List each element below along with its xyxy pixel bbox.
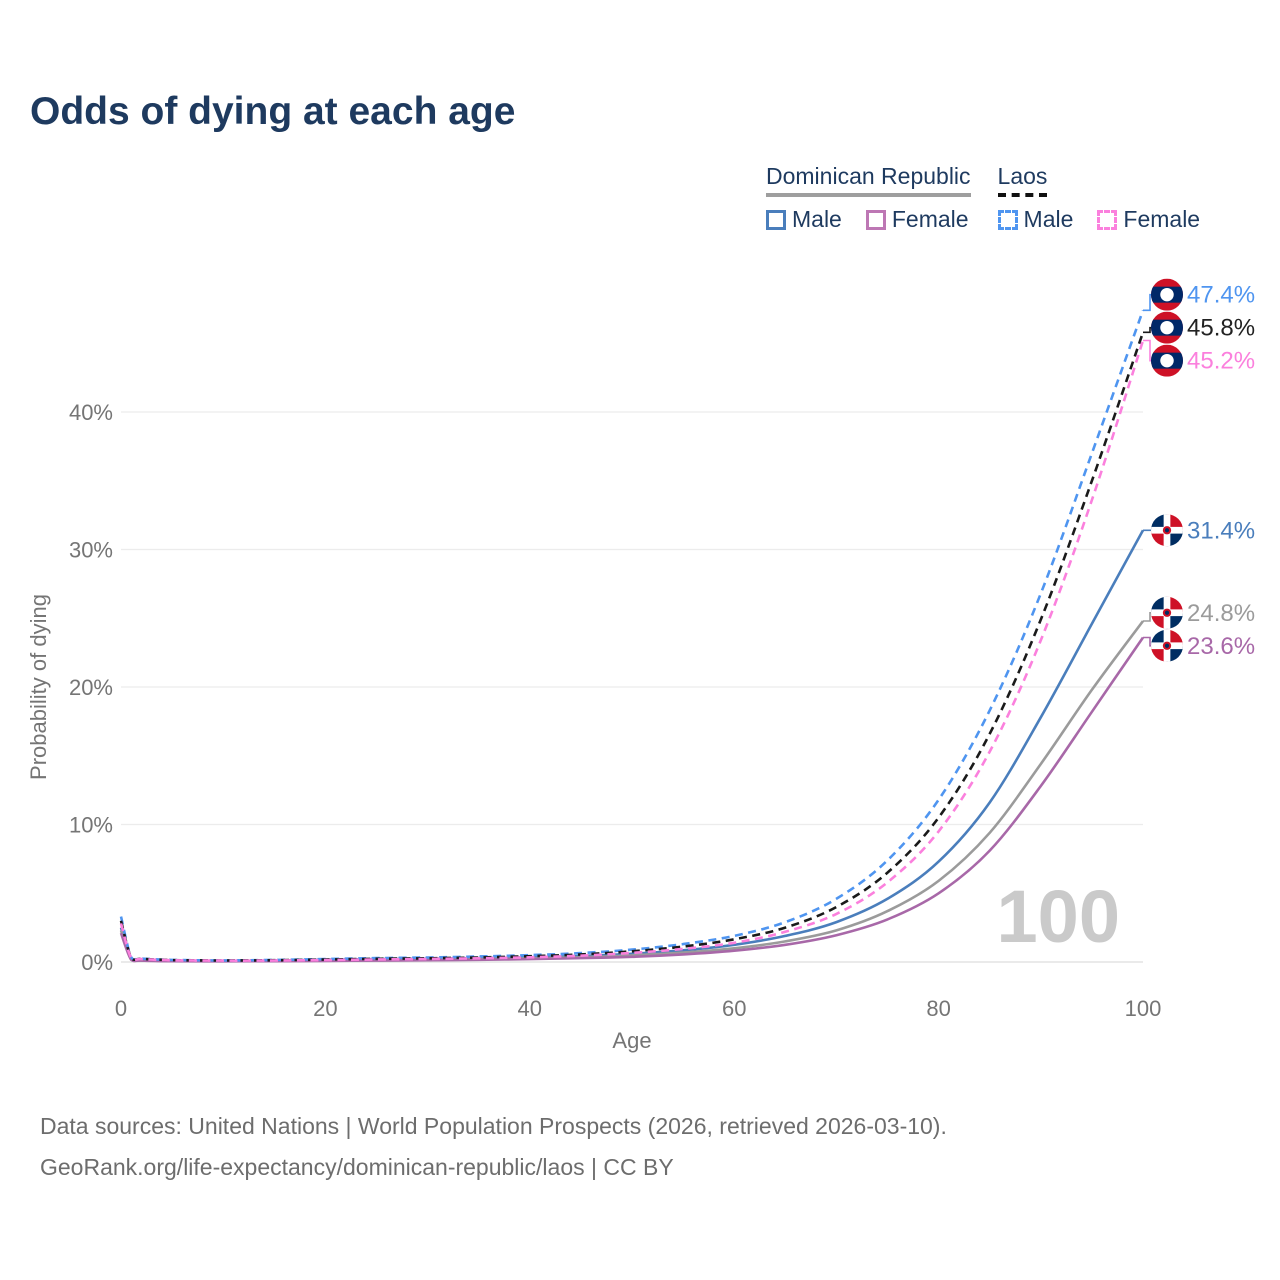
series-line-laos-male bbox=[119, 309, 1145, 962]
dominican-republic-flag-icon bbox=[1151, 629, 1183, 662]
legend-group-laos: Laos Male Female bbox=[997, 163, 1200, 233]
end-label-group: 31.4% bbox=[1151, 514, 1255, 547]
series-line-dominican-republic-male bbox=[119, 529, 1145, 963]
dr-female-swatch-icon bbox=[865, 209, 886, 230]
series-line-dominican-republic-both bbox=[119, 620, 1145, 963]
end-label-group: 23.6% bbox=[1151, 629, 1255, 662]
end-label-connector bbox=[1143, 612, 1152, 622]
legend-item-laos-female[interactable]: Female bbox=[1097, 206, 1200, 233]
y-tick-label: 30% bbox=[69, 538, 113, 563]
x-axis-title: Age bbox=[612, 1028, 651, 1053]
end-label-laos-both: 45.8% bbox=[1187, 315, 1255, 342]
legend-item-dr-male[interactable]: Male bbox=[766, 206, 842, 233]
legend-item-label: Male bbox=[792, 206, 842, 232]
data-source-line: Data sources: United Nations | World Pop… bbox=[40, 1113, 947, 1139]
age-watermark: 100 bbox=[997, 875, 1120, 958]
x-tick-label: 100 bbox=[1125, 996, 1162, 1021]
legend: Dominican Republic Male Female Laos Male bbox=[766, 163, 1200, 233]
y-tick-label: 10% bbox=[69, 813, 113, 838]
end-label-connector bbox=[1143, 339, 1152, 362]
legend-item-dr-female[interactable]: Female bbox=[865, 206, 969, 233]
end-label-dominican-republic-male: 31.4% bbox=[1187, 517, 1255, 544]
dominican-republic-flag-icon bbox=[1151, 514, 1183, 547]
legend-item-label: Female bbox=[891, 206, 969, 232]
end-label-connector bbox=[1143, 636, 1152, 647]
y-tick-label: 20% bbox=[69, 675, 113, 700]
end-label-group: 47.4% bbox=[1151, 278, 1255, 311]
x-tick-label: 0 bbox=[115, 996, 127, 1021]
x-tick-label: 20 bbox=[313, 996, 337, 1021]
y-axis-title: Probability of dying bbox=[26, 594, 51, 780]
end-label-group: 45.8% bbox=[1151, 311, 1255, 344]
laos-flag-icon bbox=[1151, 278, 1183, 311]
data-source-note: Data sources: United Nations | World Pop… bbox=[40, 1106, 947, 1188]
series-line-dominican-republic-female bbox=[119, 636, 1145, 963]
end-label-group: 24.8% bbox=[1151, 596, 1255, 629]
end-label-laos-female: 45.2% bbox=[1187, 348, 1255, 375]
laos-male-swatch-icon bbox=[997, 209, 1018, 230]
x-tick-label: 80 bbox=[926, 996, 950, 1021]
laos-female-swatch-icon bbox=[1097, 209, 1118, 230]
legend-item-label: Female bbox=[1123, 206, 1201, 232]
series-line-laos-female bbox=[119, 340, 1145, 962]
series-line-laos-both bbox=[119, 331, 1145, 962]
page-title: Odds of dying at each age bbox=[30, 90, 516, 133]
end-label-connector bbox=[1143, 326, 1152, 334]
end-label-dominican-republic-female: 23.6% bbox=[1187, 633, 1255, 660]
dr-male-swatch-icon bbox=[766, 209, 786, 230]
end-label-laos-male: 47.4% bbox=[1187, 282, 1255, 309]
end-label-group: 45.2% bbox=[1151, 344, 1255, 377]
y-tick-label: 40% bbox=[69, 400, 113, 425]
laos-flag-icon bbox=[1151, 311, 1183, 344]
legend-group-label: Dominican Republic bbox=[766, 163, 971, 197]
legend-item-laos-male[interactable]: Male bbox=[997, 206, 1074, 233]
laos-flag-icon bbox=[1151, 344, 1183, 377]
legend-item-label: Male bbox=[1023, 206, 1074, 232]
end-label-connector bbox=[1143, 293, 1152, 312]
attribution-line: GeoRank.org/life-expectancy/dominican-re… bbox=[40, 1154, 674, 1180]
y-tick-label: 0% bbox=[81, 950, 113, 975]
x-tick-label: 40 bbox=[518, 996, 542, 1021]
end-label-dominican-republic-both: 24.8% bbox=[1187, 600, 1255, 627]
x-tick-label: 60 bbox=[722, 996, 746, 1021]
legend-group-dominican-republic: Dominican Republic Male Female bbox=[766, 163, 971, 233]
legend-group-label: Laos bbox=[997, 163, 1048, 197]
dominican-republic-flag-icon bbox=[1151, 596, 1183, 629]
